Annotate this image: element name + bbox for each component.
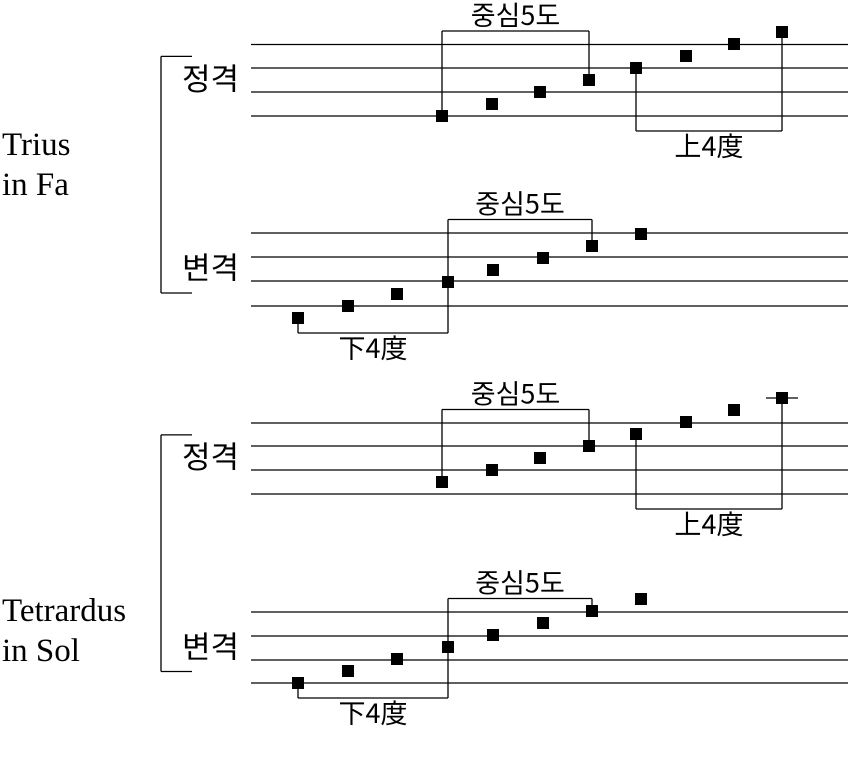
svg-text:중심5도: 중심5도 xyxy=(471,0,561,33)
svg-text:중심5도: 중심5도 xyxy=(471,373,561,412)
svg-text:변격: 변격 xyxy=(182,622,239,667)
svg-text:下4度: 下4度 xyxy=(339,327,408,366)
svg-text:정격: 정격 xyxy=(182,432,239,477)
svg-text:중심5도: 중심5도 xyxy=(475,183,565,222)
svg-text:변격: 변격 xyxy=(182,243,239,288)
svg-text:중심5도: 중심5도 xyxy=(475,562,565,601)
svg-text:下4度: 下4度 xyxy=(339,692,408,731)
svg-text:上4度: 上4度 xyxy=(675,503,744,542)
svg-text:정격: 정격 xyxy=(182,54,239,99)
svg-text:上4度: 上4度 xyxy=(675,125,744,164)
